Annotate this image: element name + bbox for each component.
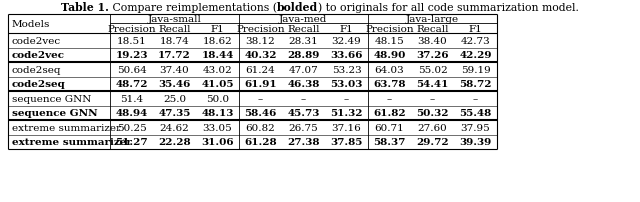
Text: 29.72: 29.72 xyxy=(416,138,449,146)
Text: –: – xyxy=(258,94,263,103)
Text: 53.03: 53.03 xyxy=(330,80,363,89)
Text: code2vec: code2vec xyxy=(12,37,61,45)
Text: 46.38: 46.38 xyxy=(287,80,320,89)
Text: code2vec: code2vec xyxy=(12,51,65,60)
Text: Java-med: Java-med xyxy=(279,15,328,24)
Text: 28.89: 28.89 xyxy=(287,51,320,60)
Text: 27.60: 27.60 xyxy=(418,123,447,132)
Text: 58.37: 58.37 xyxy=(373,138,406,146)
Text: Precision: Precision xyxy=(107,24,156,33)
Text: extreme summarizer: extreme summarizer xyxy=(12,123,121,132)
Text: 39.39: 39.39 xyxy=(460,138,492,146)
Text: Java-large: Java-large xyxy=(406,15,459,24)
Text: 19.23: 19.23 xyxy=(115,51,148,60)
Text: 55.48: 55.48 xyxy=(460,109,492,118)
Text: Table 1.: Table 1. xyxy=(61,2,109,13)
Text: 42.29: 42.29 xyxy=(460,51,492,60)
Text: Precision: Precision xyxy=(236,24,285,33)
Text: 31.06: 31.06 xyxy=(201,138,234,146)
Text: 64.03: 64.03 xyxy=(374,65,404,74)
Text: Precision: Precision xyxy=(365,24,414,33)
Text: sequence GNN: sequence GNN xyxy=(12,109,98,118)
Text: 61.91: 61.91 xyxy=(244,80,277,89)
Text: extreme summarizer: extreme summarizer xyxy=(12,138,132,146)
Text: 48.15: 48.15 xyxy=(374,37,404,45)
Text: 40.32: 40.32 xyxy=(244,51,276,60)
Text: 37.16: 37.16 xyxy=(332,123,362,132)
Text: code2seq: code2seq xyxy=(12,65,61,74)
Text: 61.82: 61.82 xyxy=(373,109,406,118)
Text: 41.05: 41.05 xyxy=(201,80,234,89)
Text: Recall: Recall xyxy=(416,24,449,33)
Text: bolded: bolded xyxy=(277,2,318,13)
Text: 60.71: 60.71 xyxy=(374,123,404,132)
Text: 58.72: 58.72 xyxy=(460,80,492,89)
Text: 22.28: 22.28 xyxy=(158,138,191,146)
Text: Java-small: Java-small xyxy=(148,15,202,24)
Text: code2seq: code2seq xyxy=(12,80,66,89)
Text: 32.49: 32.49 xyxy=(332,37,362,45)
Text: 48.94: 48.94 xyxy=(115,109,148,118)
Text: –: – xyxy=(430,94,435,103)
Text: Models: Models xyxy=(12,20,51,29)
Text: 54.41: 54.41 xyxy=(416,80,449,89)
Text: 33.66: 33.66 xyxy=(330,51,363,60)
Text: 50.25: 50.25 xyxy=(116,123,147,132)
Text: 50.64: 50.64 xyxy=(116,65,147,74)
Text: 27.38: 27.38 xyxy=(287,138,320,146)
Text: Recall: Recall xyxy=(287,24,320,33)
Text: –: – xyxy=(344,94,349,103)
Text: –: – xyxy=(301,94,306,103)
Text: 37.26: 37.26 xyxy=(416,51,449,60)
Text: F1: F1 xyxy=(211,24,225,33)
Text: 63.78: 63.78 xyxy=(373,80,406,89)
Text: 50.0: 50.0 xyxy=(206,94,229,103)
Text: 50.32: 50.32 xyxy=(416,109,449,118)
Text: 48.72: 48.72 xyxy=(115,80,148,89)
Text: –: – xyxy=(473,94,478,103)
Text: 17.72: 17.72 xyxy=(158,51,191,60)
Text: –: – xyxy=(387,94,392,103)
Text: ) to originals for all code summarization model.: ) to originals for all code summarizatio… xyxy=(318,2,579,13)
Text: 26.75: 26.75 xyxy=(289,123,318,132)
Text: Recall: Recall xyxy=(158,24,191,33)
Text: 60.82: 60.82 xyxy=(246,123,275,132)
Text: 61.28: 61.28 xyxy=(244,138,277,146)
Text: 38.12: 38.12 xyxy=(246,37,275,45)
Text: 42.73: 42.73 xyxy=(461,37,490,45)
Text: 18.74: 18.74 xyxy=(159,37,189,45)
Text: 51.32: 51.32 xyxy=(330,109,363,118)
Text: 43.02: 43.02 xyxy=(203,65,232,74)
Text: 28.31: 28.31 xyxy=(289,37,318,45)
Text: sequence GNN: sequence GNN xyxy=(12,94,92,103)
Text: 18.51: 18.51 xyxy=(116,37,147,45)
Text: 38.40: 38.40 xyxy=(418,37,447,45)
Text: 48.90: 48.90 xyxy=(373,51,406,60)
Text: 48.13: 48.13 xyxy=(202,109,234,118)
Text: F1: F1 xyxy=(468,24,483,33)
Text: 33.05: 33.05 xyxy=(203,123,232,132)
Text: 53.23: 53.23 xyxy=(332,65,362,74)
Text: 45.73: 45.73 xyxy=(287,109,320,118)
Text: 55.02: 55.02 xyxy=(418,65,447,74)
Text: 51.27: 51.27 xyxy=(115,138,148,146)
Text: 18.62: 18.62 xyxy=(203,37,232,45)
Text: 61.24: 61.24 xyxy=(246,65,275,74)
Text: 35.46: 35.46 xyxy=(158,80,191,89)
Text: 47.35: 47.35 xyxy=(158,109,191,118)
Text: 47.07: 47.07 xyxy=(289,65,318,74)
Text: Compare reimplementations (: Compare reimplementations ( xyxy=(109,2,277,13)
Text: 18.44: 18.44 xyxy=(202,51,234,60)
Text: 24.62: 24.62 xyxy=(159,123,189,132)
Text: 37.40: 37.40 xyxy=(159,65,189,74)
Text: 37.85: 37.85 xyxy=(330,138,363,146)
Text: 25.0: 25.0 xyxy=(163,94,186,103)
Text: 37.95: 37.95 xyxy=(461,123,490,132)
Text: 58.46: 58.46 xyxy=(244,109,276,118)
Text: 51.4: 51.4 xyxy=(120,94,143,103)
Text: F1: F1 xyxy=(340,24,353,33)
Text: 59.19: 59.19 xyxy=(461,65,490,74)
